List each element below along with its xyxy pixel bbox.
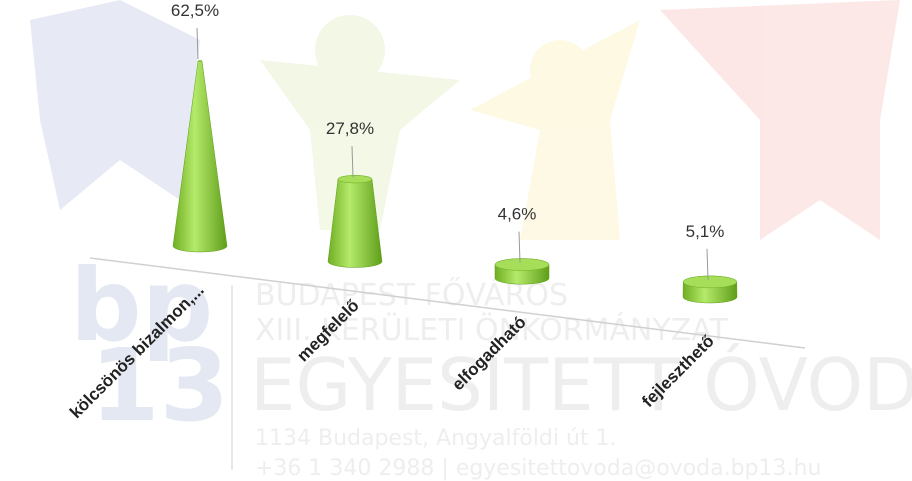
watermark-text: +36 1 340 2988 | egyesitettovoda@ovoda.b… [255,456,821,481]
background-figures [30,0,900,240]
cone-top [683,276,737,288]
value-label: 4,6% [498,205,537,224]
value-label: 62,5% [171,1,219,20]
value-label: 5,1% [686,222,725,241]
cone-top [198,61,202,62]
cone-top [495,259,549,271]
watermark-text: 1134 Budapest, Angyalföldi út 1. [255,426,617,451]
leader-line [519,232,520,263]
chart: bp 13 BUDAPEST FŐVÁROS XIII. KERÜLETI ÖN… [0,0,912,481]
leader-line [707,249,708,280]
cone-top [338,175,372,183]
watermark-text: EGYESITETT ÓVODA [250,343,912,427]
value-label: 27,8% [326,119,374,138]
